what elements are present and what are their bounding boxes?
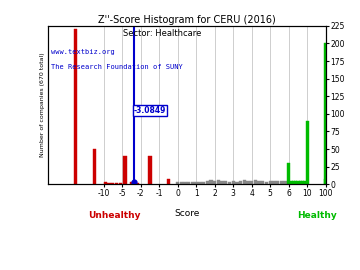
Bar: [111, 183, 114, 184]
Bar: [167, 179, 170, 184]
Bar: [303, 181, 307, 184]
Bar: [265, 181, 268, 184]
Bar: [191, 181, 194, 184]
Bar: [183, 182, 187, 184]
Bar: [202, 182, 205, 184]
Bar: [115, 183, 118, 184]
Bar: [228, 181, 231, 184]
Bar: [198, 181, 202, 184]
Bar: [280, 181, 283, 184]
Bar: [272, 181, 276, 184]
Bar: [246, 181, 250, 184]
Bar: [187, 182, 190, 184]
Bar: [301, 181, 304, 184]
Bar: [180, 181, 183, 184]
Bar: [289, 181, 293, 184]
Text: Unhealthy: Unhealthy: [89, 211, 141, 220]
Bar: [254, 180, 257, 184]
Bar: [220, 181, 224, 184]
Bar: [306, 121, 309, 184]
X-axis label: Score: Score: [175, 209, 200, 218]
Bar: [292, 181, 295, 184]
Bar: [299, 181, 302, 184]
Text: www.textbiz.org: www.textbiz.org: [51, 49, 114, 55]
Bar: [294, 181, 297, 184]
Bar: [296, 181, 300, 184]
Bar: [104, 182, 107, 184]
Bar: [224, 181, 228, 184]
Bar: [123, 156, 127, 184]
Bar: [276, 181, 279, 184]
Bar: [324, 43, 328, 184]
Text: The Research Foundation of SUNY: The Research Foundation of SUNY: [51, 64, 183, 70]
Title: Z''-Score Histogram for CERU (2016): Z''-Score Histogram for CERU (2016): [98, 15, 276, 25]
Bar: [283, 181, 287, 184]
Bar: [107, 183, 111, 184]
Text: Healthy: Healthy: [297, 211, 336, 220]
Y-axis label: Number of companies (670 total): Number of companies (670 total): [40, 53, 45, 157]
Bar: [176, 182, 179, 184]
Bar: [118, 183, 122, 184]
Bar: [231, 181, 235, 184]
Bar: [213, 181, 216, 184]
Bar: [239, 181, 242, 184]
Bar: [235, 181, 239, 184]
Bar: [217, 180, 220, 184]
Bar: [243, 180, 246, 184]
Bar: [130, 182, 133, 184]
Bar: [93, 149, 96, 184]
Bar: [74, 29, 77, 184]
Bar: [148, 156, 152, 184]
Bar: [250, 181, 253, 184]
Bar: [324, 179, 328, 184]
Bar: [136, 183, 139, 184]
Bar: [209, 180, 213, 184]
Bar: [257, 181, 261, 184]
Text: Sector: Healthcare: Sector: Healthcare: [123, 29, 201, 38]
Bar: [194, 182, 198, 184]
Bar: [206, 181, 209, 184]
Bar: [269, 181, 272, 184]
Text: -3.0849: -3.0849: [134, 106, 166, 115]
Bar: [287, 163, 291, 184]
Bar: [261, 181, 265, 184]
